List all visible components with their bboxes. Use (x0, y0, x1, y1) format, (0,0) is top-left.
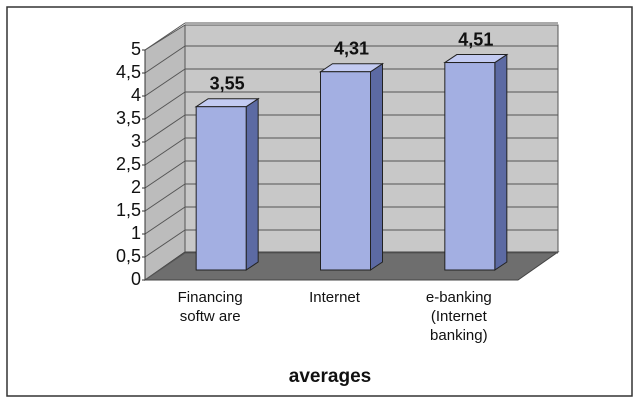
x-axis-title: averages (289, 366, 371, 387)
bar-side (245, 97, 259, 271)
bar (443, 53, 509, 271)
grid-line (144, 137, 186, 166)
grid-line (144, 206, 186, 235)
bar-top (443, 54, 509, 64)
y-tick-label: 3 (131, 131, 141, 151)
x-tick-label: e-banking (Internet banking) (426, 289, 492, 344)
y-tick-label: 3,5 (116, 108, 141, 128)
bar-side (494, 53, 508, 271)
bar (194, 97, 260, 271)
y-tick-label: 1 (131, 223, 141, 243)
grid-line (144, 229, 186, 258)
y-tick-label: 2,5 (116, 154, 141, 174)
grid-line (144, 91, 186, 120)
side-wall (144, 24, 186, 281)
y-tick-label: 4 (131, 85, 141, 105)
y-tick-label: 0,5 (116, 246, 141, 266)
value-label: 4,31 (334, 38, 369, 58)
y-tick-label: 2 (131, 177, 141, 197)
y-tick-label: 0 (131, 269, 141, 289)
y-tick-label: 5 (131, 39, 141, 59)
x-tick-label: Financing softw are (178, 289, 243, 325)
value-label: 4,51 (458, 29, 493, 49)
bar-top (318, 63, 385, 73)
grid-line (144, 68, 186, 97)
bar-side (370, 62, 383, 271)
bar (318, 62, 385, 271)
grid-line (144, 183, 186, 212)
grid-line (144, 252, 186, 281)
grid-line (144, 160, 186, 189)
grid-line (144, 22, 186, 51)
bar-front (444, 62, 496, 271)
value-label: 3,55 (210, 73, 245, 93)
bar-top (194, 98, 260, 108)
grid-line (144, 45, 186, 74)
x-tick-label: Internet (309, 289, 361, 306)
bar-front (320, 71, 371, 271)
y-tick-label: 1,5 (116, 200, 141, 220)
grid-line (144, 114, 186, 143)
y-tick-label: 4,5 (116, 62, 141, 82)
bar-front (195, 106, 247, 271)
